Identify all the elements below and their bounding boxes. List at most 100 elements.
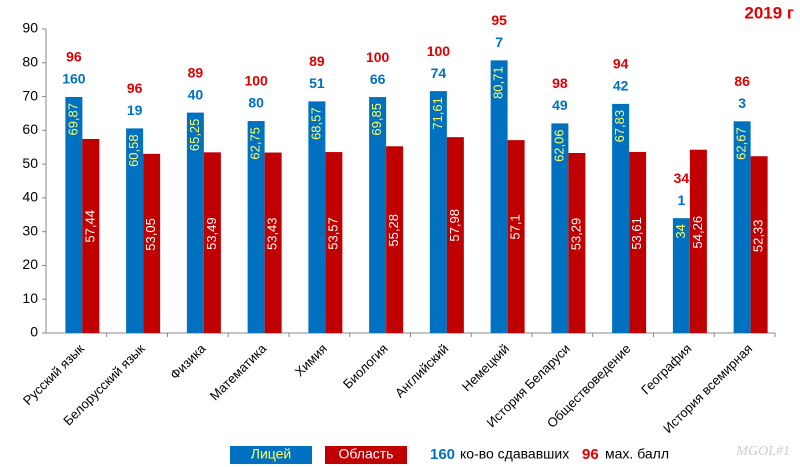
value-label: 60,58 — [126, 134, 141, 167]
x-tick-label: Немецкий — [459, 341, 512, 394]
value-label: 62,67 — [734, 127, 749, 160]
max-score-label: 96 — [66, 49, 82, 65]
bar — [689, 149, 707, 333]
bar — [143, 153, 161, 333]
bar — [446, 137, 464, 333]
bar — [551, 123, 569, 333]
chart-title: 2019 г — [744, 3, 794, 22]
max-score-label: 89 — [188, 64, 204, 80]
value-label: 65,25 — [187, 119, 202, 152]
value-label: 67,83 — [612, 110, 627, 143]
max-score-label: 96 — [127, 80, 143, 96]
legend-label: Область — [339, 446, 394, 462]
value-label: 62,06 — [551, 129, 566, 162]
y-tick-label: 80 — [22, 53, 38, 69]
value-label: 52,33 — [751, 220, 766, 253]
bar — [750, 156, 768, 333]
legend-note-text: мах. балл — [605, 446, 669, 462]
x-tick-label: Физика — [167, 340, 209, 382]
legend-swatch — [325, 446, 407, 464]
max-score-label: 89 — [309, 53, 325, 69]
value-label: 80,71 — [491, 66, 506, 99]
participants-label: 51 — [309, 75, 325, 91]
value-label: 57,98 — [447, 209, 462, 242]
bar — [247, 121, 265, 334]
max-score-label: 34 — [674, 170, 690, 186]
x-tick-label: Русский язык — [20, 341, 87, 408]
bar — [386, 146, 404, 333]
bar — [82, 138, 100, 333]
value-label: 71,61 — [430, 97, 445, 130]
value-label: 53,05 — [143, 218, 158, 251]
max-score-label: 100 — [244, 73, 268, 89]
x-tick-label: Биология — [340, 341, 391, 392]
max-score-label: 94 — [613, 56, 629, 72]
participants-label: 42 — [613, 78, 629, 94]
legend-note-text: ко-во сдававших — [460, 446, 569, 462]
bar — [186, 112, 204, 333]
max-score-label: 86 — [734, 73, 750, 89]
value-label: 53,49 — [204, 217, 219, 250]
bar — [264, 152, 282, 333]
bar — [369, 97, 387, 333]
value-label: 53,57 — [325, 217, 340, 250]
participants-label: 66 — [370, 71, 386, 87]
y-tick-label: 0 — [30, 324, 38, 340]
bar — [65, 96, 83, 334]
bar — [203, 152, 221, 333]
value-label: 57,1 — [508, 214, 523, 239]
y-tick-label: 10 — [22, 290, 38, 306]
value-label: 54,26 — [690, 216, 705, 249]
y-tick-label: 90 — [22, 20, 38, 36]
y-tick-label: 30 — [22, 222, 38, 238]
participants-label: 19 — [127, 102, 143, 118]
value-label: 53,29 — [568, 218, 583, 251]
value-label: 69,85 — [369, 103, 384, 136]
bar — [429, 91, 447, 333]
bar — [733, 121, 751, 333]
bar — [507, 140, 525, 333]
x-tick-label: Химия — [292, 341, 330, 379]
participants-label: 40 — [188, 86, 204, 102]
legend-swatch — [230, 446, 312, 464]
y-tick-label: 60 — [22, 121, 38, 137]
x-tick-label: Математика — [207, 340, 270, 403]
y-tick-label: 40 — [22, 189, 38, 205]
max-score-label: 100 — [366, 49, 390, 65]
value-label: 62,75 — [248, 127, 263, 160]
legend-note-number: 96 — [582, 446, 599, 463]
bar — [325, 152, 343, 333]
participants-label: 3 — [738, 95, 746, 111]
watermark: MGOL#1 — [735, 444, 790, 459]
bar — [629, 151, 647, 333]
value-label: 57,44 — [82, 210, 97, 243]
participants-label: 80 — [248, 95, 264, 111]
y-tick-label: 70 — [22, 87, 38, 103]
legend-note-number: 160 — [430, 446, 455, 463]
legend-label: Лицей — [251, 446, 291, 462]
x-tick-label: География — [638, 341, 694, 397]
participants-label: 1 — [677, 192, 685, 208]
bar — [612, 103, 630, 333]
participants-label: 49 — [552, 97, 568, 113]
x-tick-label: Английский — [392, 341, 451, 400]
value-label: 68,57 — [308, 107, 323, 140]
value-label: 53,43 — [265, 217, 280, 250]
y-tick-label: 50 — [22, 155, 38, 171]
bar — [672, 218, 690, 333]
bar — [126, 128, 144, 333]
value-label: 55,28 — [386, 214, 401, 247]
participants-label: 74 — [431, 65, 447, 81]
bar — [490, 60, 508, 334]
value-label: 69,87 — [65, 103, 80, 136]
max-score-label: 98 — [552, 75, 568, 91]
bar — [308, 101, 326, 334]
participants-label: 7 — [495, 34, 503, 50]
bar — [568, 152, 586, 333]
participants-label: 160 — [62, 71, 86, 87]
value-label: 34 — [673, 224, 688, 238]
y-tick-label: 20 — [22, 256, 38, 272]
max-score-label: 100 — [427, 43, 451, 59]
value-label: 53,61 — [629, 217, 644, 250]
